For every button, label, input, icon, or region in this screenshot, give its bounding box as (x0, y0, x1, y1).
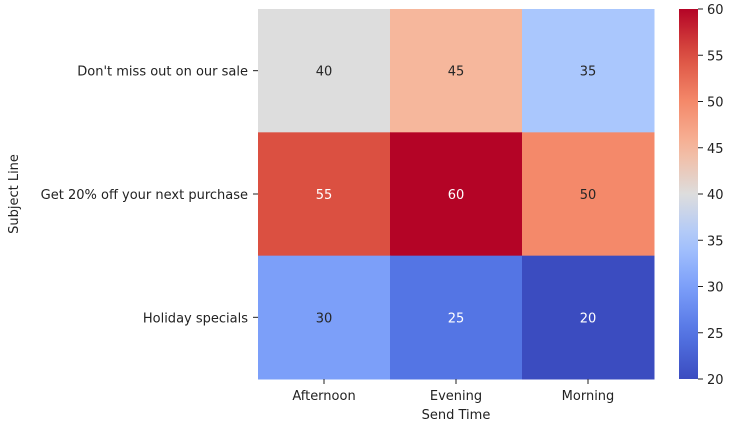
cell-value-label: 45 (448, 65, 465, 80)
heatmap-cell (390, 9, 523, 133)
y-tick-label: Get 20% off your next purchase (41, 188, 248, 203)
colorbar-ticks: 20 25 30 35 40 45 50 55 60 (698, 3, 724, 388)
cell-value-label: 30 (316, 311, 333, 326)
y-axis-label: Subject Line (7, 154, 22, 234)
cell-value-label: 20 (580, 311, 597, 326)
heatmap-cells: 40 45 35 55 60 50 30 25 20 (258, 9, 655, 380)
x-axis-ticks: Afternoon Evening Morning (292, 378, 615, 404)
heatmap-cell (258, 255, 391, 380)
x-tick-label: Evening (430, 389, 482, 404)
colorbar-tick-label: 45 (707, 142, 724, 157)
colorbar-tick-label: 30 (707, 281, 724, 296)
heatmap-cell (522, 255, 655, 380)
heatmap-cell (258, 132, 391, 257)
cell-value-label: 25 (448, 311, 465, 326)
cell-value-label: 55 (316, 188, 333, 203)
cell-value-label: 35 (580, 65, 597, 80)
cell-value-label: 50 (580, 188, 597, 203)
x-tick-label: Morning (562, 389, 615, 404)
colorbar-tick-label: 50 (707, 96, 724, 111)
colorbar-tick-label: 40 (707, 188, 724, 203)
heatmap-cell (522, 9, 655, 133)
colorbar-tick-label: 25 (707, 327, 724, 342)
x-axis-label: Send Time (422, 408, 491, 423)
y-tick-label: Holiday specials (143, 311, 248, 326)
heatmap-cell (390, 255, 523, 380)
heatmap-cell (258, 9, 391, 133)
colorbar-tick-label: 55 (707, 49, 724, 64)
heatmap-cell (522, 132, 655, 257)
cell-value-label: 40 (316, 65, 333, 80)
colorbar-tick-label: 35 (707, 234, 724, 249)
y-tick-label: Don't miss out on our sale (77, 65, 248, 80)
colorbar-tick-label: 60 (707, 3, 724, 18)
colorbar (679, 9, 698, 379)
colorbar-tick-label: 20 (707, 373, 724, 388)
x-tick-label: Afternoon (292, 389, 355, 404)
heatmap-cell (390, 132, 523, 257)
y-axis-ticks: Don't miss out on our sale Get 20% off yo… (41, 65, 258, 326)
cell-value-label: 60 (448, 188, 465, 203)
